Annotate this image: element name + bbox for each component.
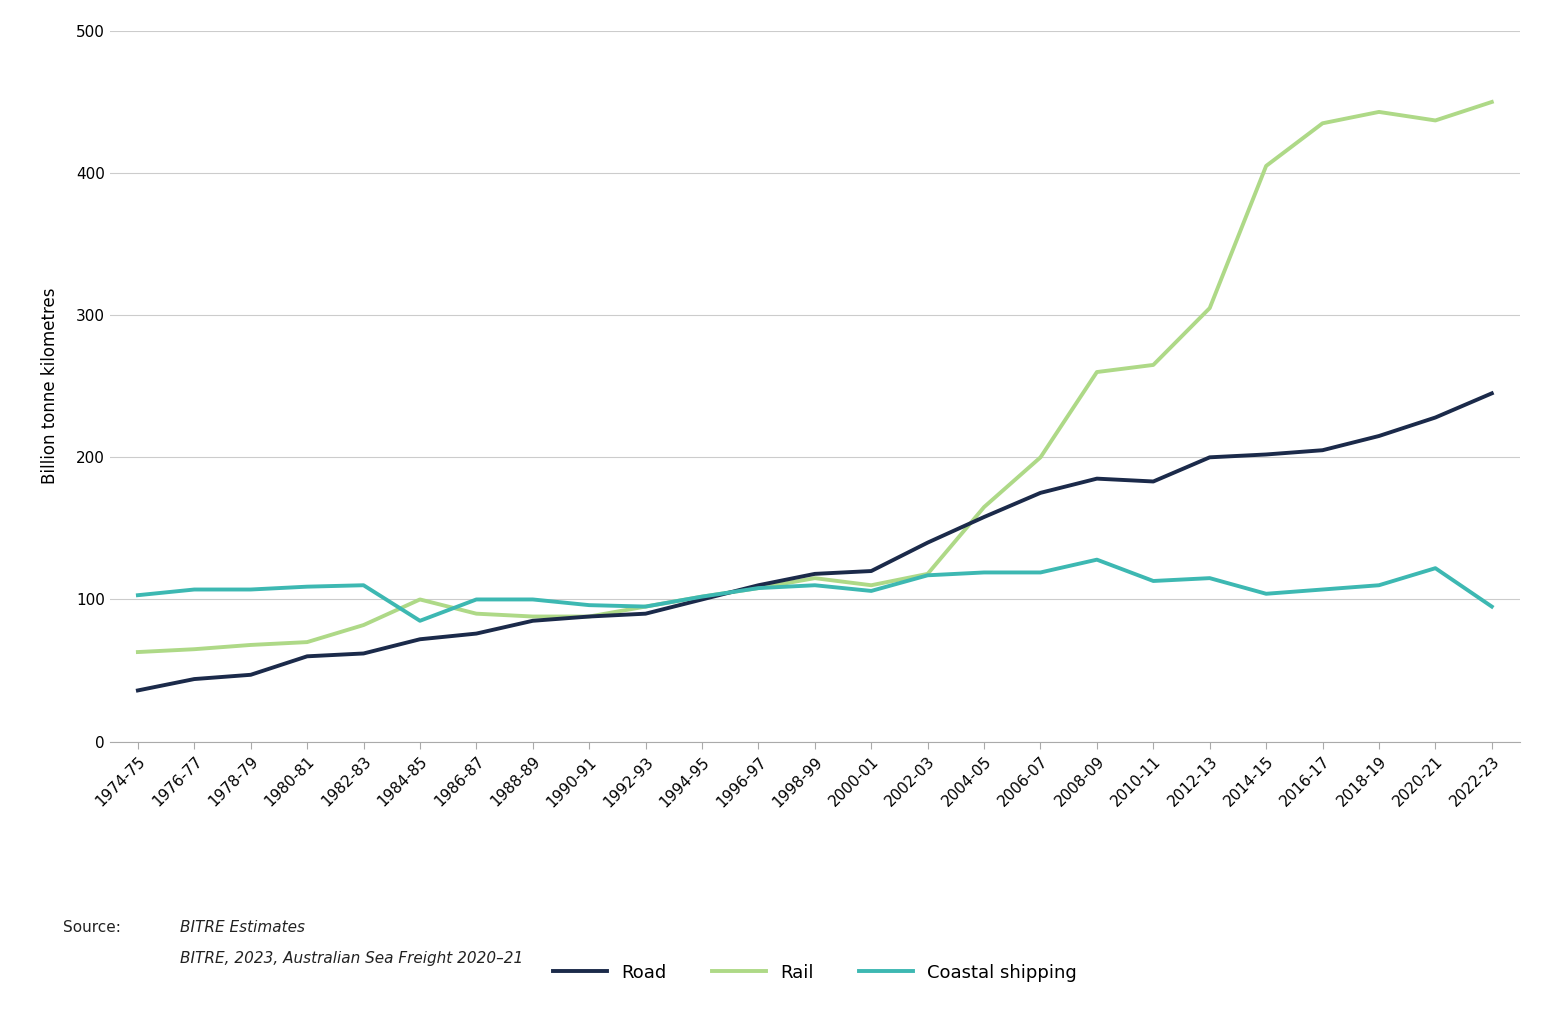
Rail <box>298 636 317 648</box>
Road <box>1087 473 1106 485</box>
Road <box>1482 387 1501 400</box>
Text: Source:: Source: <box>63 920 121 935</box>
Road <box>693 593 711 606</box>
Line: Coastal shipping: Coastal shipping <box>138 559 1492 621</box>
Road <box>1257 448 1276 460</box>
Rail <box>1144 358 1163 371</box>
Coastal shipping <box>185 583 204 595</box>
Coastal shipping <box>636 600 655 613</box>
Rail <box>1313 117 1332 130</box>
Road <box>1144 475 1163 487</box>
Rail <box>1087 366 1106 378</box>
Coastal shipping <box>749 582 768 594</box>
Coastal shipping <box>411 615 429 627</box>
Coastal shipping <box>298 581 317 593</box>
Rail <box>580 611 599 623</box>
Coastal shipping <box>1482 600 1501 613</box>
Road <box>862 564 881 577</box>
Rail <box>523 611 542 623</box>
Road <box>749 579 768 591</box>
Road <box>354 647 373 659</box>
Rail <box>411 593 429 606</box>
Coastal shipping <box>1257 587 1276 599</box>
Road <box>1313 444 1332 456</box>
Y-axis label: Billion tonne kilometres: Billion tonne kilometres <box>41 288 60 484</box>
Rail <box>354 619 373 631</box>
Coastal shipping <box>918 570 937 582</box>
Road <box>975 511 993 523</box>
Road <box>580 611 599 623</box>
Text: BITRE, 2023, Australian Sea Freight 2020–21: BITRE, 2023, Australian Sea Freight 2020… <box>180 951 523 966</box>
Road <box>1370 430 1388 442</box>
Coastal shipping <box>693 590 711 603</box>
Line: Rail: Rail <box>138 102 1492 652</box>
Coastal shipping <box>354 579 373 591</box>
Road <box>241 668 260 681</box>
Coastal shipping <box>1426 562 1445 575</box>
Coastal shipping <box>241 583 260 595</box>
Road <box>1200 451 1219 464</box>
Road <box>805 568 824 580</box>
Coastal shipping <box>1031 566 1050 579</box>
Coastal shipping <box>862 585 881 597</box>
Rail <box>918 568 937 580</box>
Coastal shipping <box>1313 583 1332 595</box>
Legend: Road, Rail, Coastal shipping: Road, Rail, Coastal shipping <box>553 964 1077 982</box>
Rail <box>1482 96 1501 108</box>
Road <box>523 615 542 627</box>
Road <box>298 650 317 662</box>
Road <box>467 627 486 640</box>
Road <box>411 633 429 646</box>
Text: BITRE Estimates: BITRE Estimates <box>180 920 306 935</box>
Coastal shipping <box>1200 572 1219 584</box>
Line: Road: Road <box>138 393 1492 690</box>
Rail <box>636 600 655 613</box>
Coastal shipping <box>1144 575 1163 587</box>
Coastal shipping <box>975 566 993 579</box>
Rail <box>749 582 768 594</box>
Rail <box>862 579 881 591</box>
Road <box>1426 411 1445 423</box>
Coastal shipping <box>580 599 599 612</box>
Road <box>918 537 937 549</box>
Road <box>1031 486 1050 499</box>
Rail <box>1426 114 1445 127</box>
Rail <box>693 590 711 603</box>
Rail <box>241 639 260 651</box>
Coastal shipping <box>1370 579 1388 591</box>
Coastal shipping <box>467 593 486 606</box>
Rail <box>975 501 993 513</box>
Rail <box>1031 451 1050 464</box>
Rail <box>185 643 204 655</box>
Rail <box>1370 106 1388 118</box>
Rail <box>805 572 824 584</box>
Coastal shipping <box>128 589 147 602</box>
Rail <box>1200 302 1219 314</box>
Coastal shipping <box>523 593 542 606</box>
Road <box>636 608 655 620</box>
Road <box>128 684 147 696</box>
Rail <box>1257 160 1276 172</box>
Coastal shipping <box>1087 553 1106 565</box>
Road <box>185 673 204 685</box>
Coastal shipping <box>805 579 824 591</box>
Rail <box>128 646 147 658</box>
Rail <box>467 608 486 620</box>
